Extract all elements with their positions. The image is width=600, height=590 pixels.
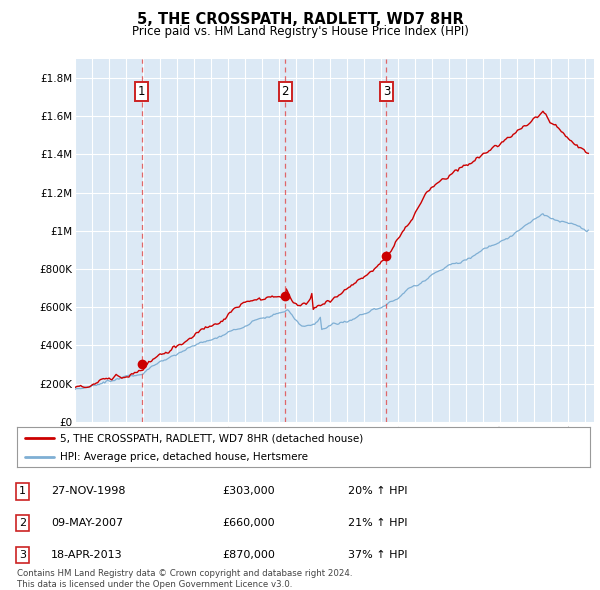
Text: 3: 3 xyxy=(383,85,390,98)
Text: 20% ↑ HPI: 20% ↑ HPI xyxy=(348,487,407,496)
Text: 09-MAY-2007: 09-MAY-2007 xyxy=(51,519,123,528)
Text: 1: 1 xyxy=(19,487,26,496)
Text: £660,000: £660,000 xyxy=(222,519,275,528)
Text: 2: 2 xyxy=(281,85,289,98)
Text: 27-NOV-1998: 27-NOV-1998 xyxy=(51,487,125,496)
Text: £870,000: £870,000 xyxy=(222,550,275,560)
Text: £303,000: £303,000 xyxy=(222,487,275,496)
Text: Price paid vs. HM Land Registry's House Price Index (HPI): Price paid vs. HM Land Registry's House … xyxy=(131,25,469,38)
Text: 5, THE CROSSPATH, RADLETT, WD7 8HR: 5, THE CROSSPATH, RADLETT, WD7 8HR xyxy=(137,12,463,27)
Text: 3: 3 xyxy=(19,550,26,560)
Text: Contains HM Land Registry data © Crown copyright and database right 2024.
This d: Contains HM Land Registry data © Crown c… xyxy=(17,569,352,589)
Text: 1: 1 xyxy=(138,85,145,98)
Text: 2: 2 xyxy=(19,519,26,528)
Text: HPI: Average price, detached house, Hertsmere: HPI: Average price, detached house, Hert… xyxy=(60,453,308,462)
Text: 18-APR-2013: 18-APR-2013 xyxy=(51,550,122,560)
Text: 21% ↑ HPI: 21% ↑ HPI xyxy=(348,519,407,528)
Text: 5, THE CROSSPATH, RADLETT, WD7 8HR (detached house): 5, THE CROSSPATH, RADLETT, WD7 8HR (deta… xyxy=(60,434,363,444)
Text: 37% ↑ HPI: 37% ↑ HPI xyxy=(348,550,407,560)
